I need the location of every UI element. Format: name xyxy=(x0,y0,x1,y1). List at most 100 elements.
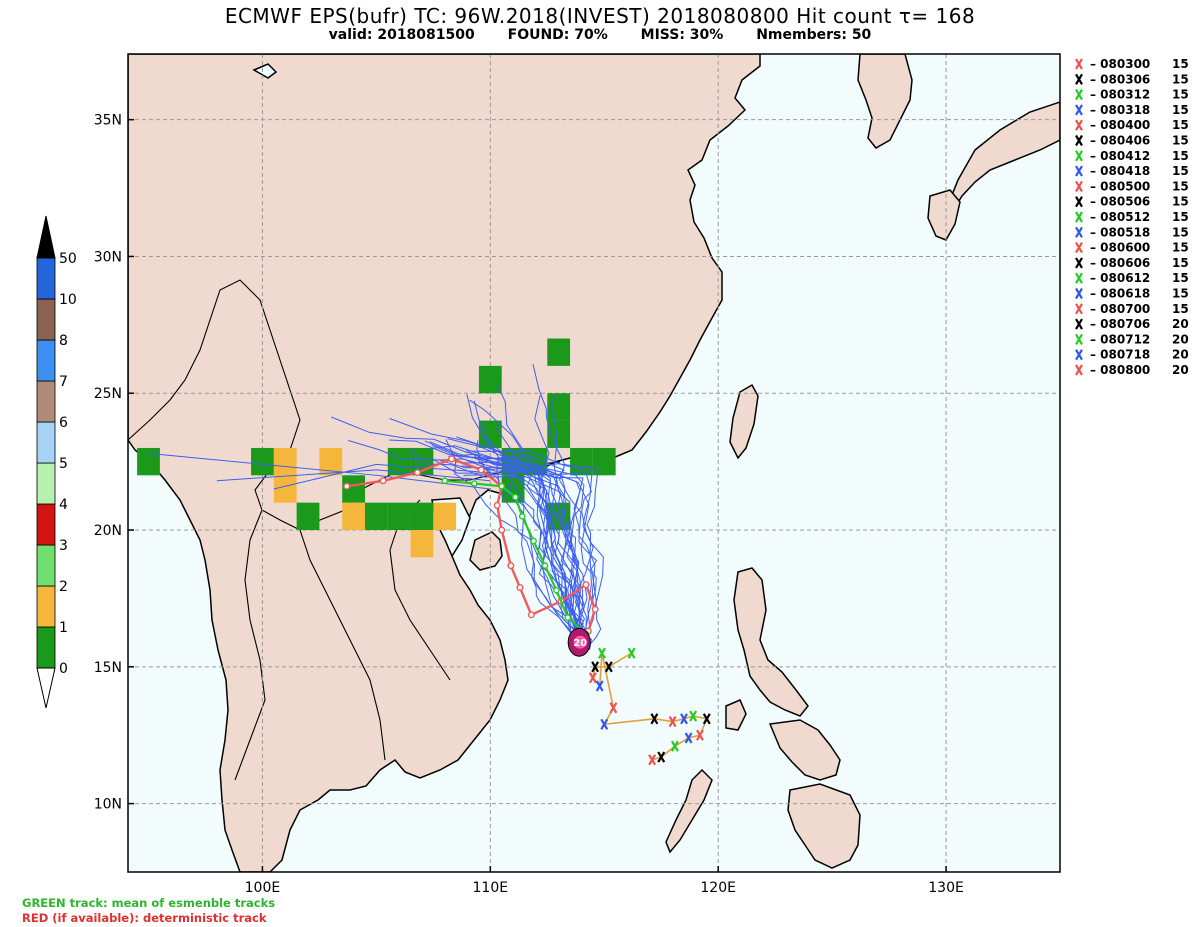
hit-cell xyxy=(342,502,365,531)
observed-point-marker xyxy=(600,718,609,730)
legend-marker xyxy=(1075,196,1083,208)
legend-entry: – 080306 15 xyxy=(1075,72,1189,86)
colorbar-bin xyxy=(36,339,56,382)
observed-point-marker xyxy=(591,661,600,673)
legend-time: – 080512 xyxy=(1090,210,1150,224)
legend-entry: – 080512 15 xyxy=(1075,210,1189,224)
legend-entry: – 080800 20 xyxy=(1075,363,1189,377)
legend-count: 15 xyxy=(1172,149,1189,163)
legend-marker xyxy=(1075,364,1083,376)
deterministic-track-point xyxy=(498,526,506,534)
legend-marker xyxy=(1075,58,1083,70)
taiwan-island xyxy=(729,383,759,460)
observed-track xyxy=(588,647,711,766)
observed-point-marker xyxy=(696,729,704,741)
colorbar-label: 4 xyxy=(59,497,68,513)
legend-entry: – 080606 15 xyxy=(1075,256,1189,270)
legend-count: 20 xyxy=(1172,317,1189,331)
deterministic-track-point xyxy=(516,583,524,591)
colorbar-bin xyxy=(36,462,56,505)
hit-cell xyxy=(547,338,571,366)
legend-marker xyxy=(1075,226,1083,238)
colorbar-label: 8 xyxy=(59,333,68,349)
korea-peninsula xyxy=(857,54,913,149)
hit-cell xyxy=(273,475,297,503)
hit-cell xyxy=(296,502,320,531)
observed-point-marker xyxy=(689,710,698,722)
hit-cell xyxy=(433,502,457,531)
footer-red-note: RED (if available): deterministic track xyxy=(22,911,267,925)
nmembers-stat: Nmembers: 50 xyxy=(756,27,872,43)
mean-track-line xyxy=(444,479,587,635)
legend-marker xyxy=(1075,180,1083,192)
colorbar-bin xyxy=(36,626,56,669)
legend-count: 15 xyxy=(1172,210,1189,224)
legend-marker xyxy=(1075,272,1083,284)
legend-entry: – 080312 15 xyxy=(1075,88,1189,102)
observed-point-cross xyxy=(598,647,606,659)
legend-time: – 080300 xyxy=(1090,57,1150,71)
axis-ticks: 100E 110E 120E 130E 10N 15N 20N 25N 30N 35N xyxy=(94,113,964,896)
observed-point-cross xyxy=(670,740,679,752)
observed-point-marker xyxy=(609,702,618,714)
legend-count: 15 xyxy=(1172,271,1189,285)
colorbar-label: 5 xyxy=(59,456,68,472)
chart-subtitle: valid: 2018081500 FOUND: 70% MISS: 30% N… xyxy=(0,27,1200,43)
observed-point-marker xyxy=(650,713,659,725)
legend-count: 15 xyxy=(1172,179,1189,193)
lat-tick-label: 20N xyxy=(94,523,122,539)
legend-marker xyxy=(1075,257,1083,269)
legend-entry: – 080618 15 xyxy=(1075,287,1189,301)
legend-count: 20 xyxy=(1172,332,1189,346)
storm-marker-core xyxy=(573,635,587,649)
lat-tick-label: 30N xyxy=(94,249,122,265)
legend-time: – 080500 xyxy=(1090,179,1150,193)
hit-cell xyxy=(592,447,616,476)
member-track xyxy=(463,473,586,645)
legend-count: 15 xyxy=(1172,287,1189,301)
legend-entry: – 080612 15 xyxy=(1075,271,1189,285)
legend-entry: – 080706 20 xyxy=(1075,317,1189,331)
observed-point-cross xyxy=(689,710,698,722)
legend-count: 15 xyxy=(1172,302,1189,316)
hainan-island xyxy=(469,531,503,571)
legend-marker xyxy=(1075,303,1083,315)
observed-point-marker xyxy=(702,713,711,725)
observed-point-marker xyxy=(598,647,606,659)
deterministic-track-point xyxy=(477,466,485,474)
colorbar-bin xyxy=(36,544,56,587)
observed-point-cross xyxy=(680,713,688,725)
legend-marker xyxy=(1075,287,1083,300)
legend-marker xyxy=(1075,318,1083,330)
observed-point-cross xyxy=(627,647,636,659)
observed-point-cross xyxy=(604,661,613,673)
hit-cell xyxy=(478,365,502,394)
legend-time: – 080406 xyxy=(1090,134,1150,148)
colorbar-bin xyxy=(36,585,56,628)
observed-point-marker xyxy=(670,740,679,752)
legend-marker xyxy=(1075,89,1083,101)
observed-point-marker xyxy=(684,732,693,744)
member-track xyxy=(456,436,594,648)
mean-track-point xyxy=(564,614,572,621)
legend-marker xyxy=(1075,333,1083,345)
member-track xyxy=(409,447,586,648)
valid-time: valid: 2018081500 xyxy=(328,27,475,43)
mean-track-point xyxy=(518,513,526,520)
mean-track-point xyxy=(471,480,478,487)
legend-count: 15 xyxy=(1172,57,1189,71)
deterministic-track-point xyxy=(591,605,599,613)
deterministic-track-point xyxy=(343,482,351,490)
member-track xyxy=(429,445,585,635)
colorbar-bin xyxy=(36,380,56,423)
colorbar-label: 1 xyxy=(59,620,68,636)
observed-point-cross xyxy=(609,702,618,714)
mean-track-point xyxy=(530,537,537,545)
legend-entry: – 080712 20 xyxy=(1075,332,1189,346)
hit-cell xyxy=(501,475,525,503)
mindanao-island xyxy=(787,783,861,869)
legend-time: – 080418 xyxy=(1090,164,1150,178)
observed-point-cross xyxy=(591,661,600,673)
visayas-islands xyxy=(768,719,841,781)
lon-tick-label: 130E xyxy=(928,880,964,896)
